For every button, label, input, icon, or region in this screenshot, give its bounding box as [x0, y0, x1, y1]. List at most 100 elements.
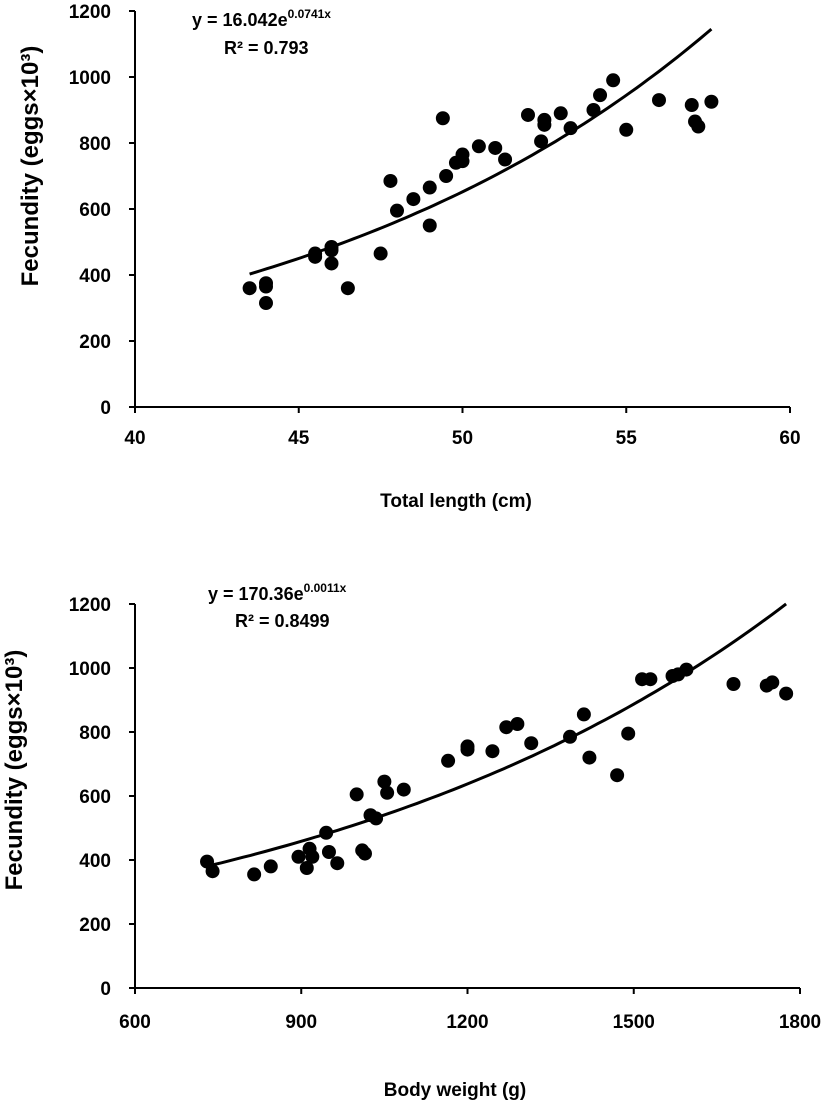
data-point: [779, 686, 794, 701]
data-point: [610, 768, 625, 783]
data-point: [422, 180, 437, 195]
data-point: [460, 742, 475, 757]
data-point: [263, 859, 278, 874]
y-tick-label: 600: [79, 200, 111, 221]
data-point: [205, 864, 220, 879]
data-point: [441, 753, 456, 768]
data-point: [383, 173, 398, 188]
y-tick-label: 1000: [69, 68, 111, 89]
data-point: [299, 861, 314, 875]
y-tick-label: 1200: [69, 595, 111, 616]
data-point: [373, 246, 388, 261]
data-point: [691, 119, 706, 134]
data-point: [726, 677, 741, 691]
equation-label: y = 170.36e0.0011x: [208, 581, 347, 604]
data-point: [652, 93, 666, 108]
x-tick-label: 40: [124, 428, 145, 449]
r-squared-label: R² = 0.8499: [235, 611, 330, 631]
data-point: [485, 744, 500, 759]
data-point: [377, 774, 392, 789]
data-point: [471, 139, 486, 154]
data-point: [259, 279, 273, 294]
x-tick-label: 1500: [613, 1012, 655, 1033]
data-point: [576, 707, 591, 722]
x-axis-title: Total length (cm): [380, 491, 532, 512]
data-point: [521, 107, 535, 122]
y-axis-title: Fecundity (eggs×10³): [1, 650, 28, 891]
x-tick-label: 50: [452, 428, 473, 449]
data-point: [390, 203, 404, 218]
data-point: [765, 675, 780, 690]
x-tick-label: 60: [779, 428, 800, 449]
trendline: [206, 602, 788, 868]
y-tick-label: 400: [79, 266, 111, 287]
data-point: [455, 154, 470, 169]
y-tick-label: 0: [100, 398, 111, 419]
data-point: [619, 122, 634, 137]
data-point: [563, 121, 578, 136]
data-point: [582, 750, 597, 765]
data-point: [499, 720, 514, 735]
x-tick-label: 1800: [779, 1012, 821, 1033]
x-tick-label: 1200: [446, 1012, 488, 1033]
y-tick-label: 1000: [69, 659, 111, 680]
plot-area: 0 200 400 600 800 1000 1200 40 45 50 55 60: [69, 2, 801, 449]
data-point: [534, 134, 549, 149]
data-point: [242, 281, 257, 296]
data-point: [679, 662, 694, 677]
data-point: [324, 243, 339, 258]
data-point: [349, 787, 364, 802]
data-point: [308, 249, 323, 264]
x-tick-label: 600: [119, 1012, 151, 1033]
y-tick-label: 200: [79, 915, 111, 936]
data-point: [488, 140, 503, 155]
equation-label: y = 16.042e0.0741x: [192, 7, 331, 30]
data-point: [439, 169, 454, 183]
data-point: [684, 98, 699, 113]
data-point: [396, 782, 411, 797]
y-tick-label: 800: [79, 134, 111, 155]
y-tick-label: 200: [79, 332, 111, 353]
y-tick-label: 400: [79, 851, 111, 872]
data-point: [498, 152, 513, 167]
data-point: [330, 856, 345, 871]
data-point: [510, 717, 525, 731]
data-point: [643, 672, 658, 687]
y-tick-label: 800: [79, 723, 111, 744]
data-point: [319, 825, 334, 840]
x-tick-label: 55: [616, 428, 638, 449]
y-tick-label: 600: [79, 787, 111, 808]
data-point: [704, 94, 719, 109]
data-point: [435, 111, 450, 126]
data-point: [593, 88, 608, 103]
y-axis-title: Fecundity (eggs×10³): [17, 46, 44, 287]
r-squared-label: R² = 0.793: [224, 38, 309, 58]
data-point: [380, 785, 395, 800]
data-point: [340, 281, 355, 296]
x-tick-label: 900: [285, 1012, 317, 1033]
data-point: [406, 192, 421, 207]
data-point: [553, 106, 568, 121]
y-tick-label: 1200: [69, 2, 111, 23]
data-point: [422, 218, 437, 233]
data-point: [291, 849, 306, 864]
data-point: [259, 296, 273, 311]
data-point: [305, 849, 320, 864]
data-point: [563, 729, 578, 744]
data-point: [369, 811, 384, 826]
data-point: [606, 73, 621, 88]
plot-area: 0 200 400 600 800 1000 1200 600 900 1200 1500 1800: [69, 595, 821, 1033]
data-point: [324, 256, 339, 271]
data-point: [537, 117, 552, 132]
chart-total-length: 0 200 400 600 800 1000 1200 40 45 50 55 60 y = 16.0…: [17, 2, 801, 512]
data-point: [247, 867, 262, 882]
data-point: [357, 846, 372, 861]
y-tick-label: 0: [100, 979, 111, 1000]
x-axis-title: Body weight (g): [384, 1080, 526, 1101]
data-point: [524, 736, 539, 751]
data-point: [586, 103, 601, 117]
data-point: [321, 845, 336, 859]
x-tick-label: 45: [288, 428, 310, 449]
